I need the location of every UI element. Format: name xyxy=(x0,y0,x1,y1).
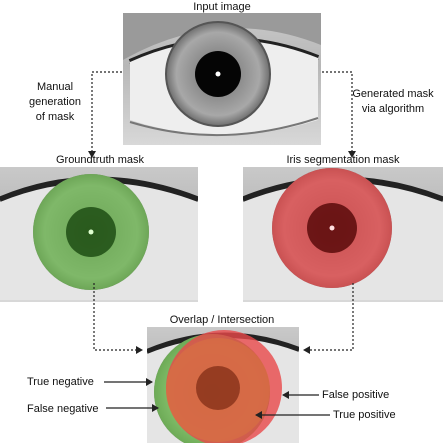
manual-line-3: of mask xyxy=(36,111,75,123)
manual-generation-label: Manual generation of mask xyxy=(29,81,81,123)
arrow-input-to-segmentation xyxy=(322,71,356,158)
light-reflection xyxy=(329,225,335,231)
arrow-input-to-groundtruth xyxy=(88,71,122,158)
groundtruth-panel xyxy=(0,167,198,302)
input-image-panel xyxy=(123,13,321,145)
overlap-panel xyxy=(147,327,299,443)
manual-line-1: Manual xyxy=(37,81,73,93)
true-positive-label: True positive xyxy=(333,409,396,421)
true-negative-label: True negative xyxy=(27,376,94,388)
manual-line-2: generation xyxy=(29,96,81,108)
false-positive-label: False positive xyxy=(322,389,389,401)
segmentation-panel xyxy=(243,167,443,302)
input-image-title: Input image xyxy=(193,1,250,13)
groundtruth-title: Groundtruth mask xyxy=(56,154,145,166)
segmentation-title: Iris segmentation mask xyxy=(286,154,400,166)
light-reflection xyxy=(215,71,221,77)
generated-line-1: Generated mask xyxy=(352,88,434,100)
generated-mask-label: Generated mask via algorithm xyxy=(352,88,434,115)
lower-lid xyxy=(129,117,319,136)
pupil xyxy=(196,366,240,410)
generated-line-2: via algorithm xyxy=(362,103,424,115)
eyebrow-skin xyxy=(123,13,321,60)
false-negative-label: False negative xyxy=(27,403,99,415)
light-reflection xyxy=(88,229,94,235)
overlap-title: Overlap / Intersection xyxy=(170,314,275,326)
